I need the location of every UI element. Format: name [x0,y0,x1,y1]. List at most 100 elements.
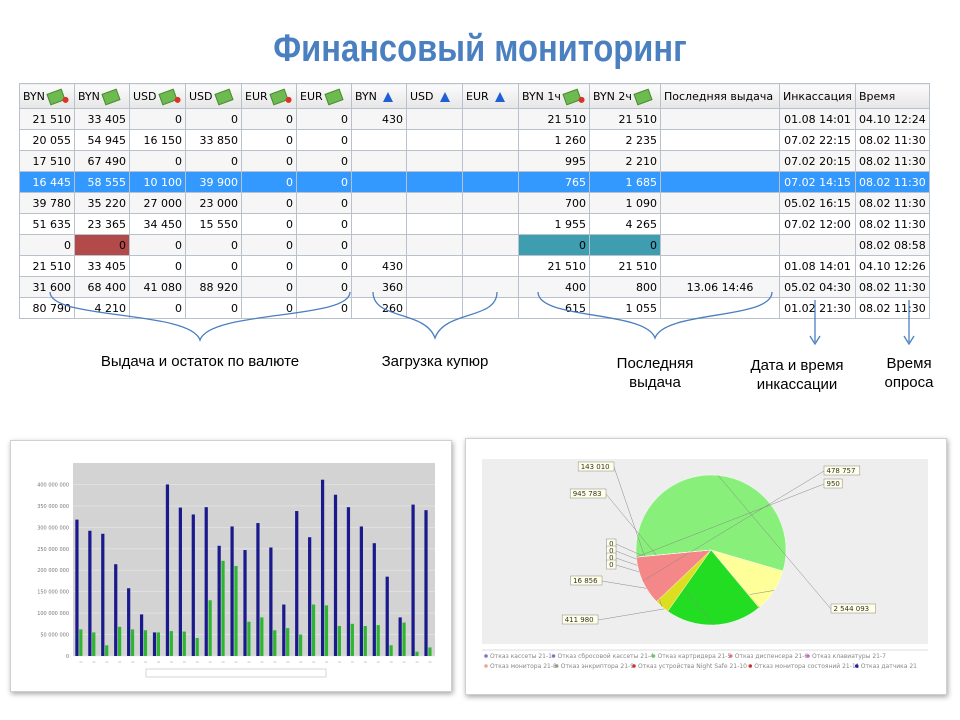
table-cell [779,234,856,256]
bar-series-2 [182,631,186,656]
table-cell: 17 510 [19,150,75,172]
table-cell: 0 [241,171,297,193]
table-cell: 16 150 [129,129,186,151]
table-cell [660,192,780,214]
column-header[interactable]: BYN [351,83,407,109]
label-collect: Дата и время инкассации [742,356,852,394]
table-cell [406,234,463,256]
legend-entry: Отказ монитора состояний 21-11 [754,663,859,670]
table-cell: 07.02 12:00 [779,213,856,235]
table-cell: 21 510 [518,255,590,277]
table-cell: 15 550 [185,213,242,235]
table-cell: 04.10 12:26 [855,255,930,277]
bar-series-1 [165,484,170,656]
column-header[interactable]: BYN 1ч [518,83,590,109]
table-cell: 0 [185,255,242,277]
column-header[interactable]: USD [406,83,463,109]
table-cell: 1 955 [518,213,590,235]
table-cell [462,150,519,172]
pie-data-label: 478 757 [827,467,856,475]
column-header[interactable]: EUR [296,83,352,109]
table-cell: 2 235 [589,129,661,151]
bar-chart: 0 50 000 000 100 000 000 150 000 000 200 000… [37,463,435,678]
legend-marker [632,664,636,668]
table-cell: 05.02 04:30 [779,276,856,298]
y-tick-label: 250 000 000 [37,547,69,553]
table-cell: 995 [518,150,590,172]
table-cell: 4 210 [74,297,130,319]
table-cell: 0 [129,255,186,277]
money-red-icon [46,88,66,105]
arrow-poll [903,300,915,346]
bar-series-2 [79,629,83,656]
table-row[interactable]: 21 510 33 405 0 0 0 0 430 21 510 21 510 01.08 14:… [19,108,930,130]
table-row[interactable]: 0 0 0 0 0 0 0 0 08.02 08:58 [19,234,930,256]
column-header-label: BYN [23,89,45,103]
pie-label-box [823,465,861,476]
money-green-icon [324,88,344,105]
y-tick-label: 150 000 000 [37,590,69,596]
legend-entry: Отказ сбросовой кассеты 21-4 [558,653,655,660]
column-header[interactable]: USD [185,83,242,109]
pie-label-box [823,478,843,489]
column-header[interactable]: BYN [74,83,130,109]
table-row[interactable]: 21 510 33 405 0 0 0 0 430 21 510 21 510 01.08 14:… [19,255,930,277]
bar-series-1 [256,523,260,656]
table-cell [660,129,780,151]
column-header[interactable]: Последняя выдача [660,83,780,109]
bar-series-1 [398,617,402,656]
column-header[interactable]: BYN [19,83,75,109]
table-row[interactable]: 31 600 68 400 41 080 88 920 0 0 360 400 800 13.06… [19,276,930,298]
column-header-label: BYN 2ч [593,89,632,103]
bar-series-2 [311,604,316,656]
table-row[interactable]: 39 780 35 220 27 000 23 000 0 0 700 1 090 05.02 … [19,192,930,214]
brace-last [537,291,773,340]
bar-series-1 [359,526,363,656]
column-header[interactable]: Время [855,83,930,109]
legend-entry: Отказ монитора 21-8 [490,663,557,670]
pie-data-label: 143 010 [581,463,610,471]
column-header[interactable]: EUR [462,83,519,109]
column-header[interactable]: Инкассация [779,83,856,109]
table-row[interactable]: 20 055 54 945 16 150 33 850 0 0 1 260 2 235 07.0… [19,129,930,151]
table-cell: 08.02 11:30 [855,150,930,172]
table-cell: 21 510 [518,108,590,130]
table-cell: 08.02 08:58 [855,234,930,256]
table-row[interactable]: 16 445 58 555 10 100 39 900 0 0 765 1 685 07.02 … [19,171,930,193]
column-header[interactable]: USD [129,83,186,109]
money-red-icon [562,88,582,105]
column-header-label: Время [859,89,896,103]
column-header-label: EUR [300,89,323,103]
pie-data-label: 0 [609,554,613,562]
table-cell: 0 [296,171,352,193]
table-row[interactable]: 51 635 23 365 34 450 15 550 0 0 1 955 4 265 07.0… [19,213,930,235]
label-cash: Выдача и остаток по валюте [100,353,300,370]
table-cell: 27 000 [129,192,186,214]
table-cell: 08.02 11:30 [855,192,930,214]
table-cell [660,213,780,235]
table-cell: 08.02 11:30 [855,213,930,235]
column-header[interactable]: BYN 2ч [589,83,661,109]
table-cell [351,234,407,256]
table-cell: 88 920 [185,276,242,298]
table-cell: 10 100 [129,171,186,193]
legend-marker [651,654,656,658]
table-cell: 0 [241,213,297,235]
table-cell: 21 510 [19,108,75,130]
column-header[interactable]: EUR [241,83,297,109]
table-cell: 04.10 12:24 [855,108,930,130]
table-cell: 68 400 [74,276,130,298]
table-cell [351,171,407,193]
bar-series-1 [333,494,338,656]
bar-series-2 [415,651,419,656]
table-cell: 51 635 [19,213,75,235]
table-row[interactable]: 17 510 67 490 0 0 0 0 995 2 210 07.02 20:15 08.02… [19,150,930,172]
bar-chart-panel: 0 50 000 000 100 000 000 150 000 000 200 000… [10,440,452,692]
table-cell: 0 [296,213,352,235]
table-cell: 0 [129,150,186,172]
table-cell: 08.02 11:30 [855,276,930,298]
legend-marker [551,654,556,658]
table-cell: 07.02 20:15 [779,150,856,172]
pie-label-box [569,488,607,499]
table-cell: 0 [74,234,130,256]
